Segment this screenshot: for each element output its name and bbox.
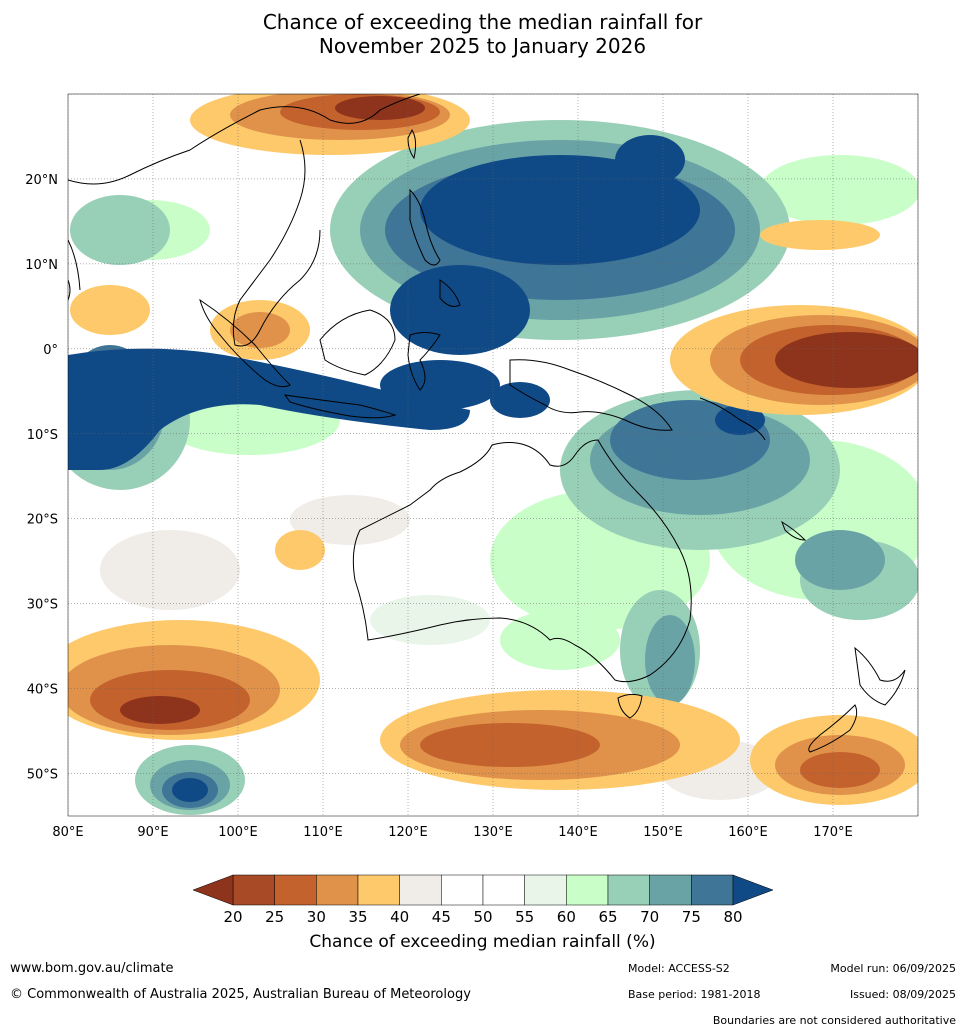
colorbar-segment [607, 874, 650, 906]
colorbar-tick-label: 30 [307, 908, 326, 926]
colorbar-segment [316, 874, 359, 906]
latitude-label: 10°N [25, 258, 58, 273]
colorbar-tick-label: 55 [515, 908, 534, 926]
longitude-label: 90°E [137, 825, 168, 840]
colorbar-tick-label: 45 [432, 908, 451, 926]
latitude-label: 20°S [27, 513, 58, 528]
footer-issued: Issued: 08/09/2025 [849, 988, 956, 1001]
footer-disclaimer: Boundaries are not considered authoritat… [712, 1014, 956, 1027]
latitude-label: 0° [43, 343, 58, 358]
colorbar-tick-label: 65 [598, 908, 617, 926]
longitude-label: 80°E [52, 825, 83, 840]
longitude-label: 130°E [473, 825, 513, 840]
colorbar-tick-label: 50 [473, 908, 492, 926]
latitude-label: 40°S [27, 683, 58, 698]
map-title-line1: Chance of exceeding the median rainfall … [262, 10, 703, 34]
footer-model-run: Model run: 06/09/2025 [830, 962, 956, 975]
footer-copyright: © Commonwealth of Australia 2025, Austra… [10, 987, 471, 1002]
latitude-label: 50°S [27, 768, 58, 783]
longitude-label: 120°E [388, 825, 428, 840]
colorbar-segment [524, 874, 567, 906]
map-frame [67, 93, 919, 817]
colorbar-segment [566, 874, 609, 906]
colorbar-segment [649, 874, 692, 906]
colorbar-segment [357, 874, 400, 906]
colorbar-segment [482, 874, 525, 906]
coastlines [68, 94, 906, 753]
colorbar-tick-label: 25 [265, 908, 284, 926]
colorbar-segment [441, 874, 484, 906]
colorbar-tick-labels: 20 25 30 35 40 45 50 55 60 65 70 75 80 [223, 908, 742, 926]
colorbar-segment [232, 874, 275, 906]
graticule [68, 94, 918, 816]
map-title: Chance of exceeding the median rainfall … [0, 10, 965, 58]
latitude-label: 30°S [27, 598, 58, 613]
colorbar-segment [274, 874, 317, 906]
longitude-label: 150°E [643, 825, 683, 840]
colorbar-tick-label: 20 [223, 908, 242, 926]
footer-model: Model: ACCESS-S2 [628, 962, 730, 975]
latitude-labels: 20°N 10°N 0° 10°S 20°S 30°S 40°S 50°S [25, 173, 58, 783]
longitude-label: 160°E [728, 825, 768, 840]
field-under-25 [120, 96, 918, 724]
colorbar [192, 874, 774, 906]
colorbar-under-arrow [192, 874, 234, 906]
longitude-label: 100°E [218, 825, 258, 840]
colorbar-tick-label: 40 [390, 908, 409, 926]
colorbar-tick-label: 35 [348, 908, 367, 926]
longitude-label: 140°E [558, 825, 598, 840]
colorbar-segment [399, 874, 442, 906]
latitude-label: 10°S [27, 428, 58, 443]
longitude-label: 170°E [813, 825, 853, 840]
colorbar-segment [691, 874, 734, 906]
colorbar-tick-label: 75 [682, 908, 701, 926]
map-field [68, 94, 918, 816]
map-title-line2: November 2025 to January 2026 [318, 34, 647, 58]
longitude-labels: 80°E 90°E 100°E 110°E 120°E 130°E 140°E 150°E 16… [52, 825, 852, 840]
colorbar-tick-label: 80 [723, 908, 742, 926]
longitude-label: 110°E [303, 825, 343, 840]
colorbar-over-arrow [732, 874, 774, 906]
colorbar-title: Chance of exceeding median rainfall (%) [309, 932, 656, 952]
footer-website[interactable]: www.bom.gov.au/climate [10, 961, 174, 976]
latitude-label: 20°N [25, 173, 58, 188]
footer-base-period: Base period: 1981-2018 [628, 988, 761, 1001]
colorbar-tick-label: 70 [640, 908, 659, 926]
colorbar-tick-label: 60 [557, 908, 576, 926]
field-over-80 [68, 135, 765, 802]
